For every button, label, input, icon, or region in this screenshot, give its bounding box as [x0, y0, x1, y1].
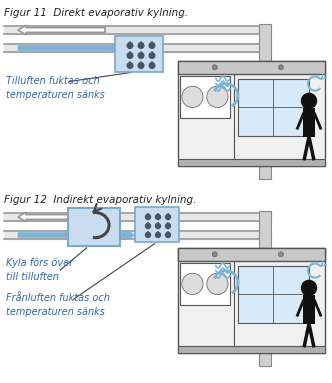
Circle shape	[182, 86, 203, 108]
Bar	[238, 79, 309, 136]
Circle shape	[145, 224, 150, 229]
Bar	[180, 75, 230, 118]
Circle shape	[127, 43, 133, 48]
Bar	[178, 61, 325, 74]
Circle shape	[138, 53, 144, 58]
Bar	[115, 36, 163, 72]
Text: Kyla förs över
till tilluften: Kyla förs över till tilluften	[6, 258, 73, 282]
Circle shape	[165, 214, 171, 219]
Polygon shape	[18, 43, 125, 53]
Bar	[178, 159, 325, 166]
Polygon shape	[150, 52, 154, 56]
Circle shape	[138, 43, 144, 48]
Polygon shape	[139, 62, 143, 65]
Bar	[259, 24, 271, 179]
Bar	[180, 263, 230, 305]
Circle shape	[149, 43, 155, 48]
Polygon shape	[139, 42, 143, 46]
Bar	[68, 208, 120, 246]
Circle shape	[127, 53, 133, 58]
Polygon shape	[128, 52, 132, 56]
Polygon shape	[128, 42, 132, 46]
Polygon shape	[166, 231, 170, 235]
Polygon shape	[146, 223, 150, 226]
Circle shape	[182, 273, 203, 295]
Polygon shape	[166, 223, 170, 226]
Circle shape	[145, 214, 150, 219]
Polygon shape	[18, 25, 105, 35]
Circle shape	[279, 65, 284, 70]
Polygon shape	[166, 213, 170, 217]
Circle shape	[301, 93, 316, 108]
Bar	[303, 295, 315, 324]
Polygon shape	[150, 42, 154, 46]
Polygon shape	[150, 62, 154, 65]
Text: Tilluften fuktas och
temperaturen sänks: Tilluften fuktas och temperaturen sänks	[6, 76, 105, 100]
Bar	[238, 265, 309, 323]
Polygon shape	[146, 213, 150, 217]
Polygon shape	[18, 230, 135, 240]
Polygon shape	[18, 212, 105, 222]
Text: Figur 11  Direkt evaporativ kylning.: Figur 11 Direkt evaporativ kylning.	[4, 8, 188, 18]
Text: Frånluften fuktas och
temperaturen sänks: Frånluften fuktas och temperaturen sänks	[6, 293, 110, 317]
Circle shape	[279, 252, 284, 257]
Circle shape	[149, 53, 155, 58]
Text: Figur 12  Indirekt evaporativ kylning.: Figur 12 Indirekt evaporativ kylning.	[4, 195, 196, 205]
Bar	[178, 345, 325, 353]
Bar	[259, 211, 271, 366]
Circle shape	[165, 232, 171, 237]
Bar	[178, 248, 325, 353]
Polygon shape	[156, 213, 160, 217]
Circle shape	[155, 232, 160, 237]
Polygon shape	[146, 231, 150, 235]
Bar	[178, 61, 325, 166]
Polygon shape	[156, 231, 160, 235]
Polygon shape	[128, 62, 132, 65]
Bar	[303, 108, 315, 137]
Circle shape	[165, 224, 171, 229]
Circle shape	[155, 214, 160, 219]
Circle shape	[138, 63, 144, 68]
Bar	[135, 207, 179, 242]
Circle shape	[212, 252, 217, 257]
Circle shape	[207, 273, 228, 295]
Circle shape	[149, 63, 155, 68]
Circle shape	[155, 224, 160, 229]
Polygon shape	[156, 223, 160, 226]
Circle shape	[145, 232, 150, 237]
Circle shape	[301, 280, 316, 295]
Circle shape	[207, 86, 228, 108]
Bar	[178, 248, 325, 260]
Circle shape	[127, 63, 133, 68]
Circle shape	[212, 65, 217, 70]
Polygon shape	[139, 52, 143, 56]
